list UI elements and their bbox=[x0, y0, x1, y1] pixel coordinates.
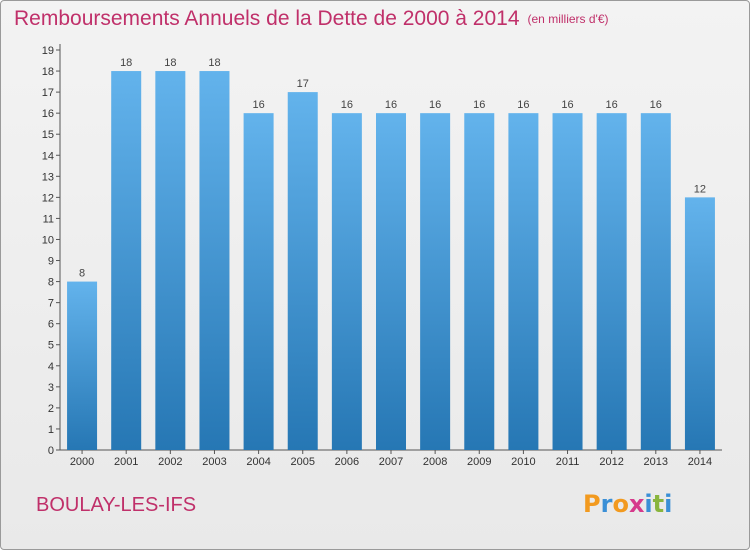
x-tick-label: 2005 bbox=[290, 456, 314, 468]
y-tick-label: 14 bbox=[42, 150, 54, 162]
y-tick-label: 4 bbox=[48, 361, 54, 373]
chart-bars bbox=[67, 71, 715, 451]
data-label: 16 bbox=[341, 99, 353, 111]
chart-title: Remboursements Annuels de la Dette de 20… bbox=[14, 7, 609, 31]
data-label: 16 bbox=[650, 99, 662, 111]
x-tick-label: 2004 bbox=[246, 456, 270, 468]
x-tick-label: 2007 bbox=[379, 456, 403, 468]
bar bbox=[420, 113, 451, 450]
x-tick-label: 2010 bbox=[511, 456, 535, 468]
bar bbox=[552, 113, 583, 450]
data-label: 16 bbox=[561, 99, 573, 111]
logo-letter: o bbox=[612, 490, 629, 518]
y-tick-label: 5 bbox=[48, 340, 54, 352]
data-label: 8 bbox=[79, 268, 85, 280]
data-label: 12 bbox=[694, 183, 706, 195]
x-tick-label: 2009 bbox=[467, 456, 491, 468]
bar bbox=[67, 281, 98, 450]
bar bbox=[596, 113, 627, 450]
proxiti-logo[interactable]: Proxiti bbox=[583, 490, 672, 518]
y-tick-label: 6 bbox=[48, 319, 54, 331]
bar bbox=[508, 113, 539, 450]
y-tick-label: 8 bbox=[48, 277, 54, 289]
data-label: 18 bbox=[208, 57, 220, 69]
y-tick-label: 9 bbox=[48, 256, 54, 268]
y-tick-label: 2 bbox=[48, 403, 54, 415]
y-tick-label: 3 bbox=[48, 382, 54, 394]
data-label: 16 bbox=[429, 99, 441, 111]
bar bbox=[243, 113, 274, 450]
data-label: 16 bbox=[473, 99, 485, 111]
bar bbox=[331, 113, 362, 450]
chart-title-main: Remboursements Annuels de la Dette de 20… bbox=[14, 7, 520, 30]
bar bbox=[111, 71, 142, 450]
logo-letter: i bbox=[664, 490, 673, 518]
chart-labels: 8 18 18 18 16 17 16 16 16 16 16 16 16 16 12 bbox=[79, 57, 706, 280]
bar bbox=[376, 113, 406, 450]
data-label: 18 bbox=[164, 57, 176, 69]
y-tick-label: 0 bbox=[48, 445, 54, 457]
bar bbox=[684, 197, 715, 450]
logo-letter: t bbox=[652, 490, 665, 518]
x-tick-label: 2011 bbox=[556, 456, 580, 468]
data-label: 16 bbox=[252, 99, 264, 111]
logo-letter: i bbox=[644, 490, 653, 518]
y-tick-label: 13 bbox=[42, 171, 54, 183]
y-tick-label: 1 bbox=[48, 424, 54, 436]
data-label: 16 bbox=[517, 99, 529, 111]
x-tick-label: 2013 bbox=[644, 456, 668, 468]
data-label: 16 bbox=[606, 99, 618, 111]
data-label: 16 bbox=[385, 99, 397, 111]
x-tick-label: 2003 bbox=[202, 456, 226, 468]
x-tick-label: 2002 bbox=[158, 456, 182, 468]
y-tick-label: 16 bbox=[42, 108, 54, 120]
chart-title-unit: (en milliers d'€) bbox=[527, 12, 609, 26]
y-tick-label: 10 bbox=[42, 234, 54, 246]
x-tick-label: 2000 bbox=[70, 456, 94, 468]
bar bbox=[199, 71, 230, 450]
logo-letter: r bbox=[600, 490, 613, 518]
bar bbox=[155, 71, 186, 450]
logo-letter: x bbox=[628, 490, 645, 518]
y-tick-label: 18 bbox=[42, 66, 54, 78]
data-label: 17 bbox=[297, 78, 309, 90]
bar bbox=[464, 113, 495, 450]
x-tick-label: 2014 bbox=[688, 456, 712, 468]
x-tick-label: 2012 bbox=[599, 456, 623, 468]
x-tick-label: 2006 bbox=[335, 456, 359, 468]
bar bbox=[287, 92, 318, 451]
y-tick-label: 17 bbox=[42, 87, 54, 99]
y-tick-label: 19 bbox=[42, 45, 54, 57]
data-label: 18 bbox=[120, 57, 132, 69]
y-tick-label: 15 bbox=[42, 129, 54, 141]
y-tick-label: 12 bbox=[42, 192, 54, 204]
x-tick-label: 2001 bbox=[114, 456, 138, 468]
commune-name: BOULAY-LES-IFS bbox=[36, 494, 197, 516]
y-tick-label: 7 bbox=[48, 298, 54, 310]
logo-letter: P bbox=[583, 490, 601, 518]
x-tick-label: 2008 bbox=[423, 456, 447, 468]
y-tick-label: 11 bbox=[43, 213, 54, 225]
bar bbox=[640, 113, 671, 450]
